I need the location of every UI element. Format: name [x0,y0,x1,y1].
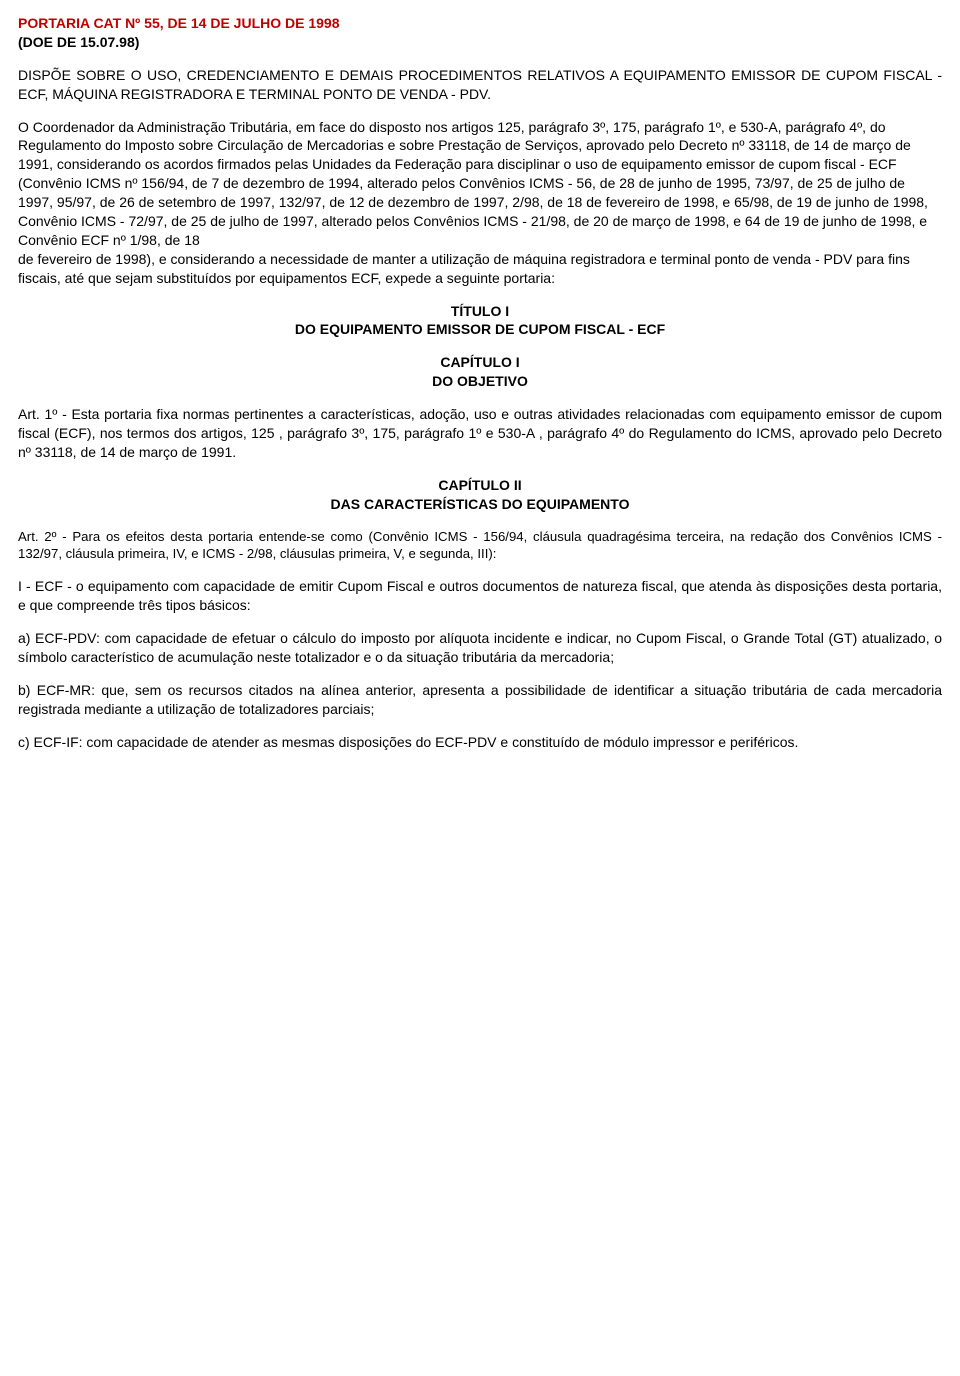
dispositivo-paragraph: DISPÕE SOBRE O USO, CREDENCIAMENTO E DEM… [18,66,942,104]
preambulo-text: O Coordenador da Administração Tributári… [18,119,928,248]
title-line1: PORTARIA CAT Nº 55, DE 14 DE JULHO DE 19… [18,15,340,31]
cap2-subtitle: DAS CARACTERÍSTICAS DO EQUIPAMENTO [331,496,630,512]
preambulo-cont: de fevereiro de 1998), e considerando a … [18,251,910,286]
cap1-heading: CAPÍTULO I DO OBJETIVO [18,353,942,391]
alinea-a: a) ECF-PDV: com capacidade de efetuar o … [18,629,942,667]
inc1-paragraph: I - ECF - o equipamento com capacidade d… [18,577,942,615]
titulo1-heading: TÍTULO I DO EQUIPAMENTO EMISSOR DE CUPOM… [18,302,942,340]
alinea-c: c) ECF-IF: com capacidade de atender as … [18,733,942,752]
document-header: PORTARIA CAT Nº 55, DE 14 DE JULHO DE 19… [18,14,942,52]
cap2-heading: CAPÍTULO II DAS CARACTERÍSTICAS DO EQUIP… [18,476,942,514]
title-line2: (DOE DE 15.07.98) [18,34,139,50]
art1-paragraph: Art. 1º - Esta portaria fixa normas pert… [18,405,942,462]
art2-paragraph: Art. 2º - Para os efeitos desta portaria… [18,528,942,564]
cap1-subtitle: DO OBJETIVO [432,373,528,389]
titulo1-subtitle: DO EQUIPAMENTO EMISSOR DE CUPOM FISCAL -… [295,321,665,337]
alinea-b: b) ECF-MR: que, sem os recursos citados … [18,681,942,719]
preambulo-block: O Coordenador da Administração Tributári… [18,118,942,288]
cap2-title: CAPÍTULO II [438,477,521,493]
cap1-title: CAPÍTULO I [440,354,519,370]
titulo1-title: TÍTULO I [451,303,509,319]
